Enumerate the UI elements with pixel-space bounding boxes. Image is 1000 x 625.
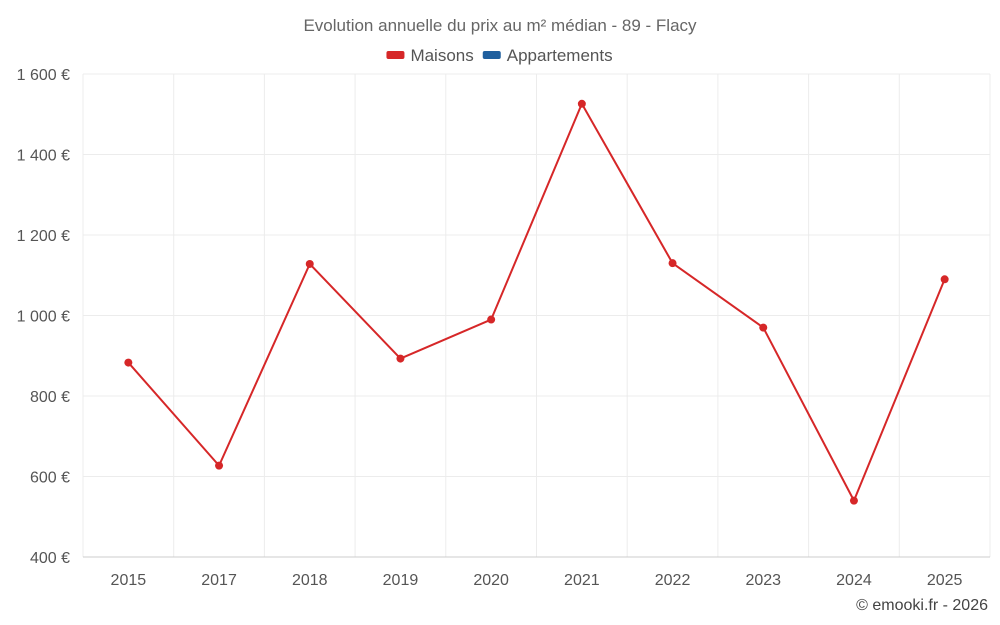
y-tick-label: 1 600 € [17, 67, 70, 84]
data-point[interactable] [668, 259, 677, 268]
y-tick-label: 1 000 € [17, 309, 70, 326]
y-tick-label: 800 € [30, 389, 70, 406]
legend: Maisons Appartements [386, 46, 613, 65]
legend-swatch [386, 51, 405, 59]
legend-label: Maisons [410, 46, 473, 65]
legend-swatch [482, 51, 501, 59]
x-axis: 2015 2017 2018 2019 2020 2021 2022 2023 2024 2025 [111, 572, 963, 589]
data-point[interactable] [577, 99, 586, 108]
legend-item-maisons[interactable]: Maisons [386, 46, 474, 65]
data-point[interactable] [215, 461, 224, 470]
y-tick-label: 600 € [30, 470, 70, 487]
data-point[interactable] [759, 323, 768, 332]
data-point[interactable] [940, 275, 949, 284]
data-point[interactable] [396, 354, 405, 363]
legend-label: Appartements [507, 46, 613, 65]
data-point[interactable] [849, 496, 858, 505]
x-tick-label: 2022 [655, 572, 691, 589]
chart-title: Evolution annuelle du prix au m² médian … [303, 16, 697, 35]
x-tick-label: 2017 [201, 572, 237, 589]
series-line-maisons [127, 102, 946, 502]
grid-lines [82, 73, 991, 558]
y-tick-label: 1 200 € [17, 228, 70, 245]
series-group [124, 99, 949, 505]
x-tick-label: 2015 [111, 572, 147, 589]
credit-text: © emooki.fr - 2026 [856, 597, 988, 614]
legend-item-appartements[interactable]: Appartements [482, 46, 613, 65]
x-tick-label: 2024 [836, 572, 872, 589]
x-tick-label: 2023 [745, 572, 781, 589]
data-point[interactable] [487, 315, 496, 324]
x-tick-label: 2018 [292, 572, 328, 589]
x-tick-label: 2019 [383, 572, 419, 589]
y-tick-label: 1 400 € [17, 148, 70, 165]
data-point[interactable] [305, 259, 314, 268]
x-tick-label: 2025 [927, 572, 963, 589]
y-axis: 400 € 600 € 800 € 1 000 € 1 200 € 1 400 € 1 60… [17, 67, 70, 567]
x-tick-label: 2020 [473, 572, 509, 589]
data-point[interactable] [124, 358, 133, 367]
y-tick-label: 400 € [30, 550, 70, 567]
x-tick-label: 2021 [564, 572, 600, 589]
